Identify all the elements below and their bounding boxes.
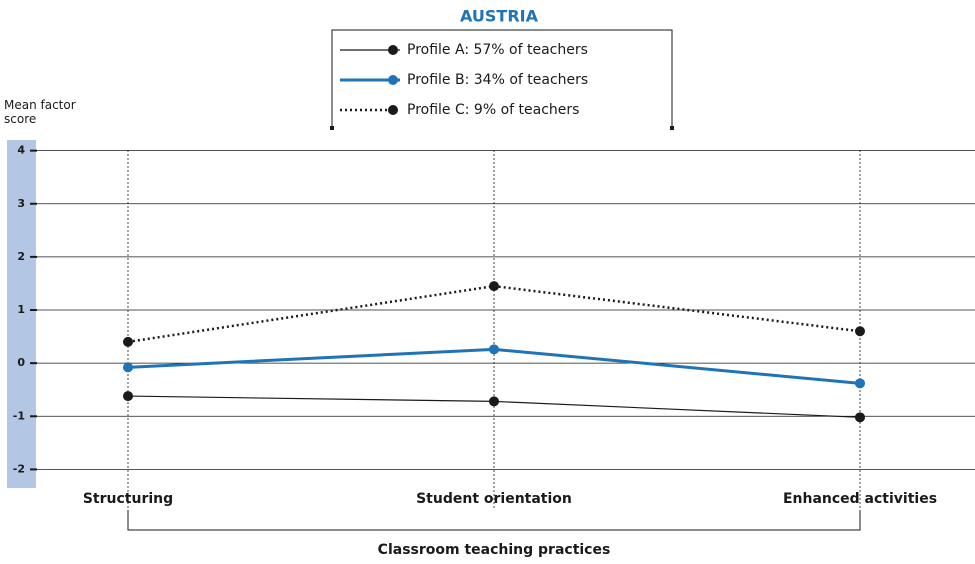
data-point <box>855 378 865 389</box>
legend-marker <box>388 75 398 85</box>
y-tick-label: -1 <box>13 409 25 422</box>
legend-marker <box>388 105 398 115</box>
y-tick-label: 3 <box>17 197 25 210</box>
legend-frame <box>330 29 674 130</box>
data-point <box>489 396 499 407</box>
x-axis-label: Classroom teaching practices <box>378 542 611 558</box>
legend-marker <box>388 45 398 55</box>
data-point <box>489 344 499 355</box>
y-tick-label: 2 <box>17 250 25 263</box>
x-bracket <box>127 510 861 531</box>
x-tick-label: Student orientation <box>416 491 572 507</box>
x-tick-label: Enhanced activities <box>783 491 937 507</box>
legend-label: Profile C: 9% of teachers <box>407 102 579 118</box>
y-tick-label: 4 <box>17 144 25 157</box>
data-point <box>123 336 133 347</box>
y-axis-band <box>7 140 36 488</box>
y-tick-label: 1 <box>17 303 25 316</box>
x-tick-label: Structuring <box>83 491 173 507</box>
data-point <box>123 362 133 373</box>
data-point <box>855 412 865 423</box>
data-point <box>489 281 499 292</box>
y-tick-label: -2 <box>13 462 25 475</box>
y-tick-label: 0 <box>17 356 25 369</box>
data-point <box>855 326 865 337</box>
legend-label: Profile A: 57% of teachers <box>407 42 588 58</box>
y-axis-label: Mean factor score <box>4 98 76 126</box>
chart-title: AUSTRIA <box>460 7 539 26</box>
data-point <box>123 391 133 402</box>
legend-label: Profile B: 34% of teachers <box>407 72 588 88</box>
